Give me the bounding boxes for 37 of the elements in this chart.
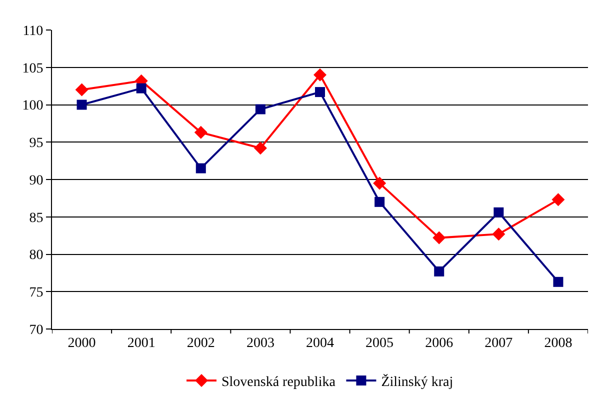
- y-tick-label: 90: [29, 173, 44, 188]
- point: [136, 83, 146, 94]
- point: [494, 207, 504, 218]
- x-tick-label: 2000: [68, 336, 96, 351]
- x-tick-label: 2002: [186, 336, 215, 351]
- point: [314, 68, 326, 82]
- y-tick-label: 70: [29, 322, 44, 338]
- x-tick-label: 2003: [246, 336, 274, 351]
- point: [194, 126, 208, 139]
- point: [374, 196, 385, 207]
- point: [255, 104, 266, 114]
- x-tick-label: 2007: [484, 336, 513, 351]
- y-tick-label: 110: [22, 24, 44, 39]
- legend-label: Žilinský kraj: [381, 372, 454, 390]
- point: [196, 163, 206, 174]
- point: [373, 176, 386, 190]
- point: [76, 100, 87, 110]
- point: [552, 193, 565, 206]
- point: [432, 231, 446, 244]
- x-tick-label: 2001: [127, 336, 156, 351]
- point: [254, 142, 267, 155]
- y-tick-label: 80: [29, 248, 44, 264]
- x-tick-label: 2004: [306, 336, 334, 351]
- x-tick-label: 2006: [425, 336, 454, 351]
- y-tick-label: 95: [29, 136, 44, 152]
- point: [553, 276, 564, 287]
- point: [75, 83, 88, 96]
- x-tick-label: 2005: [366, 336, 394, 351]
- point: [434, 266, 444, 276]
- y-tick-label: 100: [22, 98, 44, 114]
- y-tick-label: 105: [22, 61, 44, 76]
- y-tick-label: 75: [29, 286, 44, 301]
- x-tick-label: 2008: [544, 336, 572, 351]
- y-tick-label: 85: [29, 210, 44, 226]
- point: [315, 87, 325, 98]
- point: [492, 228, 506, 241]
- legend-label: Slovenská republika: [222, 374, 336, 390]
